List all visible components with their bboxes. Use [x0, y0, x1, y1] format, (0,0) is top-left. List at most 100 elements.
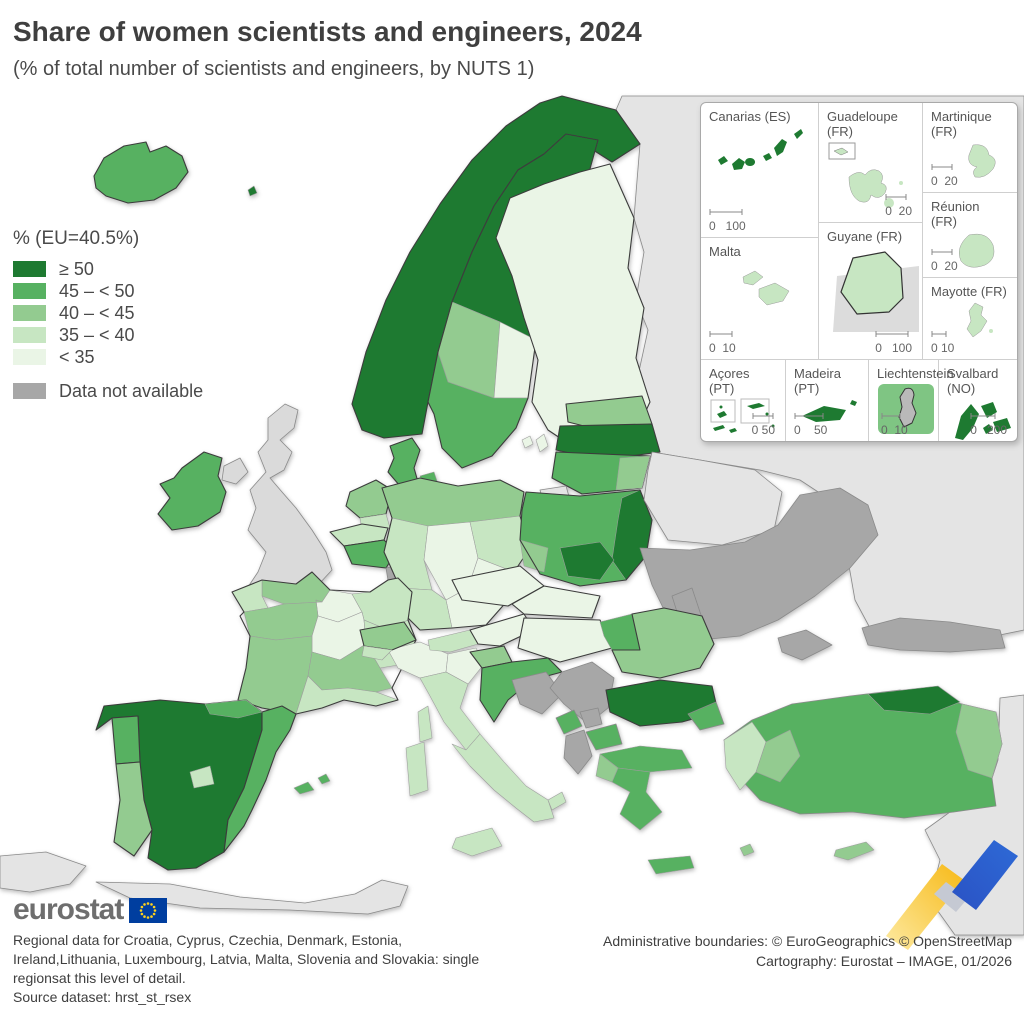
footer-note-line: Ireland,Lithuania, Luxembourg, Latvia, M… [13, 951, 480, 967]
inset-canarias: Canarias (ES) 0 100 [701, 103, 819, 238]
inset-malta: Malta 0 10 [701, 238, 819, 359]
footer-note-line: regionsat this level of detail. [13, 970, 186, 986]
eu-flag-icon [129, 897, 168, 923]
inset-madeira: Madeira (PT) 0 50 [786, 359, 869, 441]
map-region [647, 855, 695, 875]
map-region [511, 671, 563, 715]
legend-swatch [13, 305, 46, 321]
map-region [293, 781, 315, 795]
inset-guyane: Guyane (FR) 0 100 [819, 223, 923, 359]
map-region [611, 767, 663, 831]
footer-boundaries-line: Administrative boundaries: © EuroGeograp… [603, 933, 1012, 949]
map-region [519, 539, 549, 573]
svalbard-map [955, 402, 1011, 440]
reunion-map [959, 233, 995, 268]
footer-cartography-line: Cartography: Eurostat – IMAGE, 01/2026 [755, 953, 1012, 969]
map-region [643, 451, 783, 546]
scale-bar: 0 20 [885, 188, 912, 217]
map-region [495, 163, 651, 447]
map-region [511, 585, 601, 619]
scale-bar: 0 100 [709, 203, 746, 232]
footer-source-line: Source dataset: hrst_st_rsex [13, 989, 192, 1005]
canarias-map [717, 129, 803, 170]
legend-swatch [13, 283, 46, 299]
inset-svalbard: Svalbard (NO) 0 200 [939, 359, 1017, 441]
france-outline [231, 571, 417, 715]
footer-notes: Regional data for Croatia, Cyprus, Czech… [13, 931, 479, 1007]
malta-map [742, 270, 789, 306]
map-region [189, 765, 215, 789]
map-region [579, 707, 603, 729]
inset-acores: Açores (PT) 0 50 [701, 359, 786, 441]
ribbon-gray [934, 882, 968, 912]
scale-bar: 0 20 [931, 158, 958, 187]
legend-item: < 35 [13, 346, 203, 368]
legend-swatch [13, 261, 46, 277]
map-region [223, 705, 297, 853]
inset-reunion: Réunion (FR) 0 20 [923, 193, 1017, 278]
map-region [95, 879, 409, 915]
footer-credits: Administrative boundaries: © EuroGeograp… [603, 931, 1012, 971]
scale-bar: 0 10 [709, 325, 736, 354]
map-region [247, 185, 258, 197]
map-region [585, 723, 623, 751]
map-region [521, 435, 534, 449]
madeira-map [802, 400, 857, 422]
map-region [563, 729, 593, 775]
scale-bar: 0 20 [931, 243, 958, 272]
poland-outline [519, 489, 653, 587]
map-region [93, 141, 189, 204]
map-region [955, 703, 1003, 779]
map-region [417, 705, 433, 743]
inset-guadeloupe: Guadeloupe (FR) 0 20 [819, 103, 923, 223]
map-region [451, 827, 503, 857]
map-region [317, 773, 331, 785]
map-region [0, 851, 87, 893]
overseas-insets-panel: Canarias (ES) 0 100 Guadeloupe (FR) 0 20… [700, 102, 1018, 442]
legend-swatch [13, 383, 46, 399]
liechtenstein-map [878, 384, 934, 434]
legend: % (EU=40.5%) ≥ 50 45 – < 50 40 – < 45 35… [13, 228, 203, 402]
scale-bar: 0 50 [752, 407, 775, 436]
legend-item: 40 – < 45 [13, 302, 203, 324]
page-subtitle: (% of total number of scientists and eng… [13, 58, 535, 80]
map-region [359, 621, 417, 651]
map-region [113, 761, 153, 857]
mayotte-map [966, 302, 993, 338]
map-region [111, 715, 141, 765]
map-region [611, 607, 715, 679]
inset-mayotte: Mayotte (FR) 0 10 [931, 284, 1007, 355]
page-title: Share of women scientists and engineers,… [13, 16, 642, 47]
footer-note-line: Regional data for Croatia, Cyprus, Czech… [13, 932, 403, 948]
legend-title: % (EU=40.5%) [13, 228, 140, 249]
map-region [245, 403, 333, 597]
map-region [547, 791, 567, 811]
map-region [615, 455, 651, 491]
scale-bar: 0 10 [881, 407, 908, 436]
map-region [204, 699, 263, 719]
guadeloupe-map [828, 142, 903, 208]
map-region [451, 733, 555, 823]
map-region [595, 753, 619, 783]
map-region [833, 841, 875, 861]
eurostat-logo-text: eurostat [13, 893, 124, 926]
map-region [157, 451, 227, 531]
inset-liechtenstein: Liechtenstein 0 10 [869, 359, 954, 441]
legend-item: 45 – < 50 [13, 280, 203, 302]
map-region [329, 523, 389, 547]
map-region [777, 629, 833, 661]
inset-martinique: Martinique (FR) 0 20 [923, 103, 1017, 193]
scale-bar: 0 50 [794, 407, 827, 436]
scale-bar: 0 10 [931, 325, 954, 354]
legend-swatch [13, 349, 46, 365]
scale-bar: 0 200 [970, 407, 1007, 436]
legend-swatch [13, 327, 46, 343]
map-region [221, 457, 249, 485]
map-region [405, 741, 429, 797]
acores-map [710, 398, 775, 433]
map-region [687, 701, 725, 731]
map-region [555, 709, 583, 735]
ribbon-blue [952, 840, 1018, 910]
map-region [427, 629, 479, 653]
